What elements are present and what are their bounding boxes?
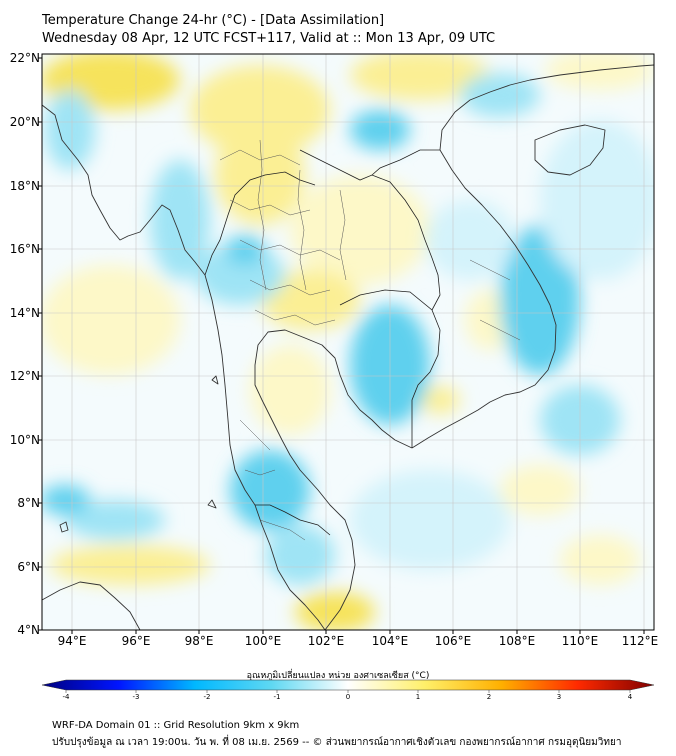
field-warm (290, 175, 430, 285)
lon-label: 104°E (371, 634, 409, 648)
colorbar-tick-label: -2 (203, 693, 211, 701)
colorbar-tick-label: -1 (273, 693, 281, 701)
colorbar-tick-label: -4 (62, 693, 70, 701)
border-laos (299, 149, 441, 311)
coastlines (42, 64, 654, 630)
coast-myanmar-west (42, 104, 326, 630)
lat-label: 20°N (9, 115, 40, 129)
lon-label: 96°E (121, 634, 151, 648)
temperature-field (42, 54, 654, 630)
colorbar-tick-label: 3 (556, 693, 562, 701)
lat-label: 18°N (9, 179, 40, 193)
field-warm (295, 592, 375, 630)
lat-label: 4°N (17, 623, 40, 637)
field-cool (540, 120, 654, 280)
lat-label: 14°N (9, 306, 40, 320)
field-cool (45, 90, 95, 170)
chart-subtitle: Wednesday 08 Apr, 12 UTC FCST+117, Valid… (42, 31, 496, 46)
field-cool (230, 450, 310, 530)
border-malaysia (255, 504, 331, 536)
coast-vietnam (411, 64, 654, 449)
lon-label: 98°E (184, 634, 214, 648)
border-cambodia (339, 289, 441, 448)
colorbar-tick-label: 4 (627, 693, 633, 701)
colorbar-tick-label: -3 (132, 693, 140, 701)
lon-label: 102°E (307, 634, 345, 648)
field-cool (265, 525, 335, 585)
colorbar-tick-label: 2 (486, 693, 492, 701)
field-warm (250, 345, 330, 435)
axis-ticks (38, 57, 645, 634)
coast-hainan (534, 124, 606, 176)
field-warm (50, 545, 210, 585)
lon-label: 110°E (561, 634, 599, 648)
field-warm (545, 54, 654, 90)
field-cool (460, 73, 540, 117)
lon-label: 94°E (57, 634, 87, 648)
field-cool (150, 160, 210, 280)
field-cool (500, 225, 580, 375)
field-cool (350, 110, 410, 150)
coast-sumatra-north (42, 581, 141, 630)
colorbar-tick-label: 1 (415, 693, 421, 701)
lat-label: 6°N (17, 560, 40, 574)
colorbar-ticks (65, 690, 631, 693)
lat-label: 8°N (17, 496, 40, 510)
border-laos-vietnam (371, 149, 440, 176)
field-warm (500, 465, 580, 515)
footer-credit: ปรับปรุงข้อมูล ณ เวลา 19:00น. วัน พ. ที่… (52, 737, 622, 748)
lon-label: 106°E (434, 634, 472, 648)
province-boundaries (219, 139, 521, 541)
lat-lon-grid (42, 54, 654, 630)
colorbar-label: อุณหภูมิเปลี่ยนแปลง หน่วย องศาเซลเซียส (… (246, 671, 430, 681)
coast-gulf-thailand (254, 329, 413, 630)
field-warm (350, 54, 490, 100)
lat-label: 12°N (9, 369, 40, 383)
lat-label: 16°N (9, 242, 40, 256)
border-myanmar-thailand (204, 171, 316, 276)
field-cool (65, 500, 165, 540)
country-borders (204, 149, 441, 536)
field-warm (215, 125, 305, 225)
lon-label: 100°E (244, 634, 282, 648)
chart-title: Temperature Change 24-hr (°C) - [Data As… (42, 13, 385, 28)
field-warm (260, 270, 360, 330)
field-cool (195, 245, 285, 305)
field-cool (225, 235, 265, 265)
footer-model-info: WRF-DA Domain 01 :: Grid Resolution 9km … (52, 720, 300, 731)
lat-label: 10°N (9, 433, 40, 447)
colorbar-ramp (41, 679, 655, 691)
lat-label: 22°N (9, 51, 40, 65)
coast-islands (59, 375, 219, 533)
map-frame (41, 53, 655, 631)
field-warm (420, 386, 460, 414)
field-warm (42, 265, 180, 375)
field-cool (42, 485, 90, 515)
field-warm (190, 65, 330, 155)
lon-label: 112°E (621, 634, 659, 648)
lon-label: 108°E (498, 634, 536, 648)
colorbar-tick-label: 0 (345, 693, 351, 701)
field-cool (425, 200, 515, 280)
